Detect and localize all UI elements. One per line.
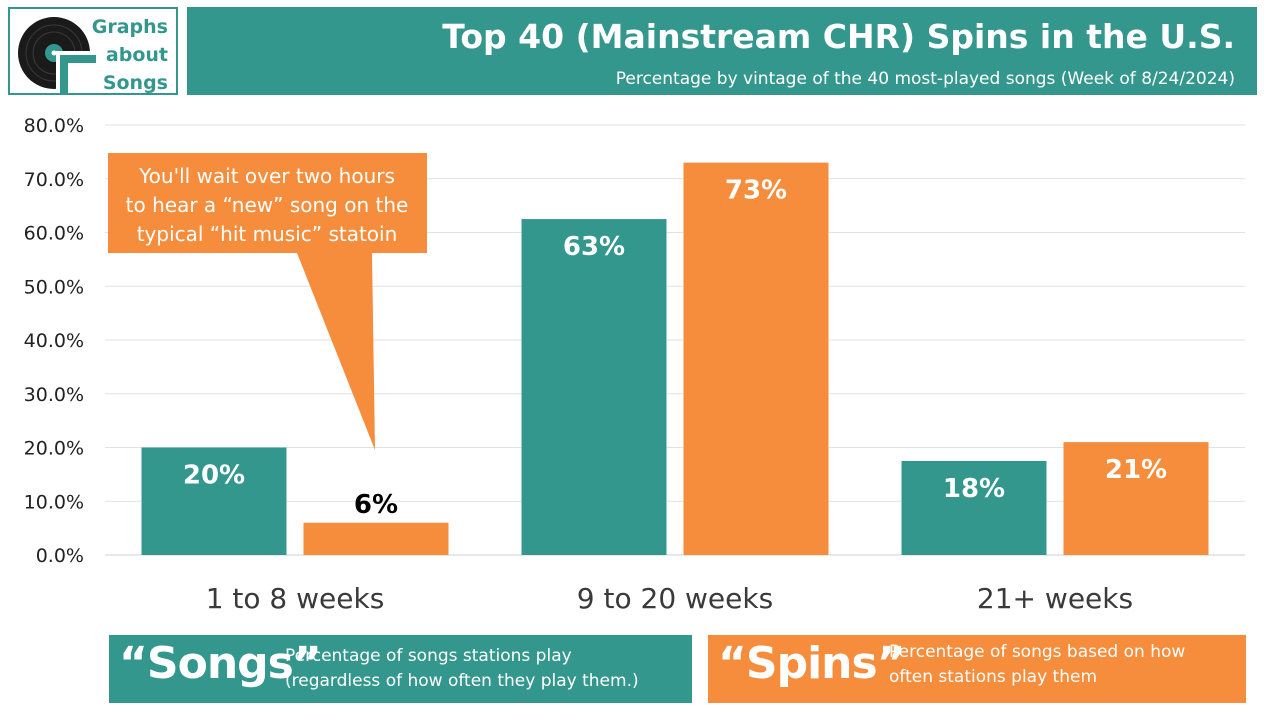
data-label: 6% — [354, 490, 398, 520]
data-label: 21% — [1105, 455, 1167, 485]
y-tick-label: 10.0% — [24, 491, 84, 513]
legend-songs-line-2: (regardless of how often they play them.… — [285, 671, 639, 691]
x-tick-label: 9 to 20 weeks — [577, 582, 773, 615]
bar-songs — [521, 219, 667, 555]
x-tick-label: 1 to 8 weeks — [206, 582, 385, 615]
logo: Graphs about Songs — [8, 7, 178, 95]
legend-songs-description: Percentage of songs stations play (regar… — [285, 644, 639, 694]
chart-title: Top 40 (Mainstream CHR) Spins in the U.S… — [442, 17, 1235, 56]
vinyl-record-icon — [18, 17, 96, 93]
y-tick-label: 40.0% — [24, 330, 84, 352]
legend-spins: “Spins” Percentage of songs based on how… — [708, 635, 1246, 703]
bar-chart: 0.0% 10.0% 20.0% 30.0% 40.0% 50.0% 60.0% 70.0% 8… — [24, 115, 1245, 615]
legend-songs: “Songs” Percentage of songs stations pla… — [109, 635, 692, 703]
bar-songs — [141, 447, 287, 555]
legend-spins-line-1: Percentage of songs based on how — [889, 642, 1186, 662]
data-label: 63% — [563, 232, 625, 262]
y-tick-label: 60.0% — [24, 223, 84, 245]
chart-subtitle: Percentage by vintage of the 40 most-pla… — [615, 69, 1235, 89]
legend-songs-line-1: Percentage of songs stations play — [285, 646, 572, 666]
annotation-text: You'll wait over two hours — [138, 164, 395, 188]
bar-spins — [303, 522, 449, 555]
bar-spins — [683, 162, 829, 555]
y-tick-label: 20.0% — [24, 438, 84, 460]
data-label: 18% — [943, 474, 1005, 504]
logo-line-3: Songs — [102, 72, 168, 94]
y-tick-label: 50.0% — [24, 276, 84, 298]
logo-text: Graphs about Songs — [92, 13, 168, 97]
legend-spins-description: Percentage of songs based on how often s… — [889, 640, 1185, 690]
y-tick-label: 70.0% — [24, 169, 84, 191]
legend-spins-title: “Spins” — [718, 638, 906, 689]
annotation-text: to hear a “new” song on the — [126, 193, 409, 217]
x-tick-label: 21+ weeks — [977, 582, 1133, 615]
y-tick-label: 80.0% — [24, 115, 84, 137]
y-tick-label: 0.0% — [36, 545, 84, 567]
data-label: 73% — [725, 176, 787, 206]
logo-line-2: about — [105, 44, 168, 66]
annotation-text: typical “hit music” statoin — [137, 222, 398, 246]
header-banner: Top 40 (Mainstream CHR) Spins in the U.S… — [187, 7, 1257, 95]
logo-line-1: Graphs — [91, 16, 168, 38]
legend-songs-title: “Songs” — [119, 638, 322, 689]
legend-spins-line-2: often stations play them — [889, 667, 1098, 687]
data-label: 20% — [183, 461, 245, 491]
bar-spins — [1063, 442, 1209, 555]
y-tick-label: 30.0% — [24, 384, 84, 406]
bar-songs — [901, 460, 1047, 555]
annotation-callout — [108, 153, 427, 450]
